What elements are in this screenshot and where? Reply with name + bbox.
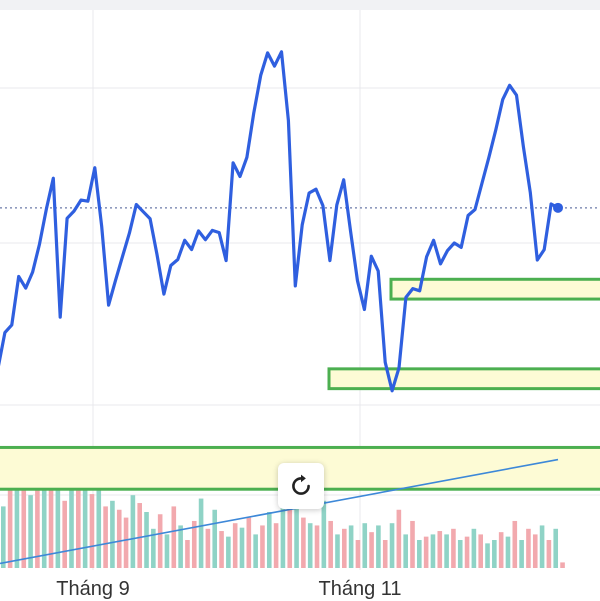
volume-bar — [369, 532, 374, 568]
price-line — [0, 50, 560, 393]
volume-bar — [342, 528, 347, 568]
volume-bar — [519, 540, 524, 568]
volume-bar — [123, 517, 129, 568]
volume-bar — [164, 534, 170, 568]
support-zone — [327, 367, 600, 391]
volume-bar — [239, 527, 245, 568]
volume-bar — [382, 540, 388, 568]
volume-bar — [198, 498, 204, 568]
volume-bar — [355, 540, 361, 568]
volume-bar — [560, 562, 565, 568]
volume-bar — [137, 503, 142, 568]
volume-bar — [41, 461, 47, 568]
volume-bar — [76, 487, 81, 568]
support-zone — [389, 277, 600, 301]
volume-bar — [69, 469, 74, 568]
volume-bar — [103, 506, 108, 568]
chart-top-edge — [0, 0, 600, 10]
volume-bar — [417, 540, 422, 568]
volume-bar — [212, 509, 218, 568]
volume-bar — [219, 531, 224, 568]
x-tick-label-nov: Tháng 11 — [318, 578, 402, 600]
reset-zoom-button[interactable] — [278, 463, 324, 509]
volume-bar — [451, 528, 456, 568]
volume-bar — [151, 528, 156, 568]
volume-bar — [28, 495, 33, 568]
volume-bar — [464, 536, 470, 568]
volume-bar — [471, 528, 477, 568]
volume-bar — [130, 495, 136, 568]
volume-bar — [253, 534, 258, 568]
last-price-dot — [553, 202, 563, 213]
volume-bar — [403, 534, 408, 568]
volume-bar — [55, 472, 61, 568]
volume-bar — [171, 506, 177, 568]
volume-bar — [485, 543, 490, 568]
volume-bar — [478, 534, 483, 568]
volume-bar — [266, 512, 272, 568]
volume-bar — [307, 523, 313, 568]
volume-bar — [335, 534, 340, 568]
volume-bar — [14, 484, 20, 568]
volume-bar — [232, 523, 238, 568]
volume-bar — [280, 503, 286, 568]
volume-bar — [389, 523, 395, 568]
volume-bar — [457, 540, 463, 568]
volume-bar — [301, 517, 306, 568]
volume-bar — [246, 517, 252, 568]
x-tick-label-sep: Tháng 9 — [56, 578, 130, 600]
volume-bar — [178, 525, 183, 568]
volume-bar — [505, 536, 511, 568]
volume-bar — [437, 531, 443, 568]
volume-bar — [321, 500, 327, 568]
volume-bar — [205, 528, 211, 568]
volume-bar — [21, 478, 27, 568]
volume-bar — [532, 534, 538, 568]
trend-line — [0, 458, 559, 565]
volume-bar — [144, 512, 149, 568]
volume-bar — [96, 484, 102, 568]
volume-bar — [82, 478, 88, 568]
volume-bar — [430, 534, 436, 568]
volume-bar — [157, 514, 163, 568]
volume-bar — [553, 528, 559, 568]
volume-bar — [110, 500, 115, 568]
volume-bar — [546, 540, 552, 568]
volume-bar — [376, 525, 381, 568]
volume-bar — [498, 532, 504, 568]
volume-bar — [260, 525, 265, 568]
volume-bar — [89, 494, 95, 568]
volume-bar — [348, 525, 354, 568]
volume-bar — [444, 534, 449, 568]
volume-bar — [7, 489, 13, 568]
volume-bar — [362, 523, 368, 568]
volume-bar — [35, 476, 40, 568]
volume-bar — [62, 500, 67, 568]
volume-bar — [314, 525, 320, 568]
volume-bar — [539, 525, 545, 568]
volume-bar — [226, 536, 231, 568]
volume-bar — [294, 506, 299, 568]
volume-bar — [116, 509, 122, 568]
volume-bar — [410, 520, 415, 568]
support-zones — [0, 277, 600, 491]
volume-bar — [423, 536, 429, 568]
volume-bar — [1, 506, 6, 568]
volume-bar — [48, 489, 54, 568]
volume-bars — [1, 461, 565, 568]
volume-bar — [273, 523, 279, 568]
volume-bar — [185, 540, 190, 568]
volume-bar — [526, 528, 531, 568]
reset-icon — [292, 474, 310, 495]
volume-bar — [492, 540, 497, 568]
volume-bar — [287, 476, 293, 568]
volume-bar — [512, 520, 518, 568]
volume-bar — [396, 509, 402, 568]
volume-bar — [328, 520, 333, 568]
volume-bar — [191, 520, 197, 568]
